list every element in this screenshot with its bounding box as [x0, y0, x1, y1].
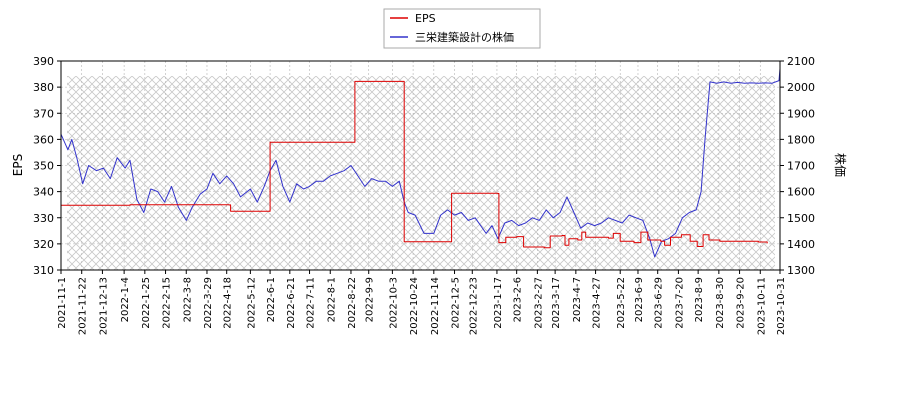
x-tick-label: 2023-2-27 [533, 277, 544, 329]
x-tick-label: 2022-1-4 [120, 277, 131, 322]
x-axis: 2021-11-1 2021-11-22 2021-12-13 2022-1-4 202… [57, 270, 787, 335]
right-axis: 1300 1400 1500 1600 1700 1800 1900 2000 2100 [780, 55, 815, 277]
left-tick-label: 310 [33, 264, 54, 277]
eps-series-line [61, 80, 768, 249]
left-tick-label: 340 [33, 186, 54, 199]
x-tick-label: 2022-8-1 [326, 277, 337, 322]
right-axis-label: 株価 [833, 153, 848, 177]
right-tick-label: 1800 [787, 133, 815, 146]
x-tick-label: 2022-1-25 [141, 277, 152, 329]
x-tick-label: 2023-3-17 [551, 277, 562, 329]
x-tick-label: 2022-4-18 [223, 277, 234, 329]
left-tick-label: 370 [33, 107, 54, 120]
x-tick-label: 2022-10-24 [409, 277, 420, 335]
left-axis-label: EPS [11, 154, 25, 176]
legend: EPS 三栄建築設計の株価 [383, 8, 541, 49]
right-tick-label: 1600 [787, 186, 815, 199]
legend-price-label: 三栄建築設計の株価 [415, 30, 514, 44]
x-tick-label: 2023-5-22 [616, 277, 627, 329]
x-tick-label: 2022-12-23 [468, 277, 479, 335]
x-tick-label: 2022-11-14 [430, 277, 441, 335]
x-tick-label: 2022-3-29 [203, 277, 214, 329]
x-tick-label: 2021-12-13 [98, 277, 109, 335]
x-tick-label: 2023-8-30 [715, 277, 726, 329]
plot-background-hatch [67, 76, 775, 270]
x-tick-label: 2023-2-6 [513, 277, 524, 322]
legend-box [383, 8, 541, 49]
left-tick-label: 360 [33, 133, 54, 146]
x-tick-label: 2023-8-9 [694, 277, 705, 322]
x-tick-label: 2022-3-8 [182, 277, 193, 322]
left-tick-label: 330 [33, 212, 54, 225]
x-tick-label: 2021-11-1 [57, 277, 68, 329]
x-tick-label: 2022-9-9 [365, 277, 376, 322]
price-series-line [60, 68, 781, 258]
right-tick-label: 1500 [787, 212, 815, 225]
left-tick-label: 380 [33, 81, 54, 94]
x-tick-label: 2022-7-11 [306, 277, 317, 329]
left-tick-label: 390 [33, 55, 54, 68]
x-tick-label: 2022-5-12 [246, 277, 257, 329]
right-tick-label: 1700 [787, 160, 815, 173]
left-tick-label: 350 [33, 160, 54, 173]
legend-eps-label: EPS [415, 12, 436, 25]
series-layer [60, 68, 781, 258]
x-tick-label: 2022-6-1 [266, 277, 277, 322]
x-tick-label: 2022-10-3 [388, 277, 399, 329]
right-tick-label: 1300 [787, 264, 815, 277]
x-tick-label: 2023-6-9 [634, 277, 645, 322]
x-tick-label: 2023-6-29 [654, 277, 665, 329]
x-tick-label: 2023-10-11 [756, 277, 767, 335]
left-tick-label: 320 [33, 238, 54, 251]
x-tick-label: 2022-2-15 [162, 277, 173, 329]
x-tick-label: 2023-9-20 [736, 277, 747, 329]
x-tick-label: 2022-8-22 [347, 277, 358, 329]
right-tick-label: 1900 [787, 107, 815, 120]
x-tick-label: 2021-11-22 [78, 277, 89, 335]
x-tick-label: 2023-1-17 [493, 277, 504, 329]
left-axis: 310 320 330 340 350 360 370 380 390 [33, 55, 61, 277]
right-tick-label: 2100 [787, 55, 815, 68]
gridlines [60, 60, 781, 271]
right-tick-label: 2000 [787, 81, 815, 94]
x-tick-label: 2023-4-7 [572, 277, 583, 322]
x-tick-label: 2022-6-21 [286, 277, 297, 329]
right-tick-label: 1400 [787, 238, 815, 251]
x-tick-label: 2023-10-31 [776, 277, 787, 335]
x-tick-label: 2022-12-5 [451, 277, 462, 329]
x-tick-label: 2023-7-20 [674, 277, 685, 329]
x-tick-label: 2023-4-27 [592, 277, 603, 329]
